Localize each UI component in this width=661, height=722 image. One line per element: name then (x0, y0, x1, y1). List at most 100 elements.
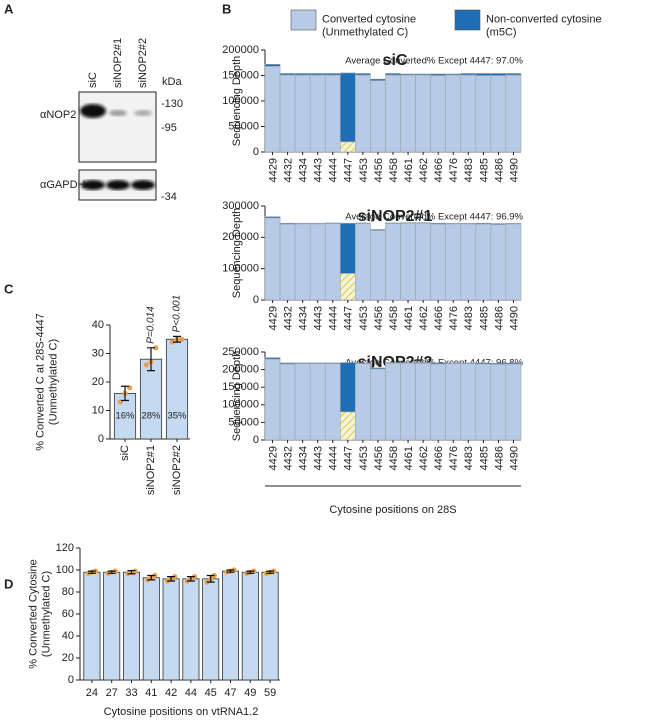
subplot-title: siC (383, 52, 408, 69)
bar (241, 571, 259, 681)
y-tick-label: 0 (98, 433, 104, 445)
bar-segment (264, 358, 281, 441)
y-tick-label: 150000 (222, 381, 259, 393)
y-tick-label: 80 (62, 586, 74, 598)
x-tick-label: 4429 (267, 446, 279, 470)
x-tick-label: 4429 (267, 306, 279, 330)
error-bar (127, 569, 136, 575)
y-tick-label: 20 (62, 652, 74, 664)
bar-segment (460, 74, 477, 153)
p-value: P=0.014 (146, 306, 157, 344)
x-tick-label: 4486 (493, 446, 505, 470)
x-tick-label: 27 (106, 687, 118, 699)
bar (221, 570, 240, 681)
x-tick-label: 4453 (358, 446, 370, 470)
bar-segment (294, 363, 311, 441)
bar-segment (309, 222, 326, 225)
x-tick-label: 42 (165, 687, 177, 699)
x-tick-label: 4485 (478, 158, 490, 182)
bar-segment (355, 222, 371, 224)
bar-segment (355, 362, 371, 364)
bar-segment (355, 363, 371, 441)
x-tick-label: 4458 (388, 446, 400, 470)
value-label: 16% (115, 411, 135, 422)
legend-label: Non-converted cytosine (m5C) (486, 13, 602, 38)
bar-segment (294, 73, 311, 76)
y-tick-label: 30 (92, 347, 104, 359)
bar-segment (339, 411, 356, 441)
panel-label: B (222, 1, 231, 16)
data-point (169, 339, 175, 345)
x-tick-label: 4486 (493, 158, 505, 182)
data-point (153, 345, 159, 351)
bar (142, 577, 160, 681)
error-bar (226, 569, 235, 573)
data-point (143, 362, 149, 368)
bar-segment (385, 362, 401, 364)
bar-segment (460, 223, 477, 301)
y-axis-label: % Converted C at 28S-4447(Unmethylated C… (34, 313, 59, 451)
bar-segment (355, 73, 371, 76)
bar-segment (475, 223, 492, 301)
x-tick-label: siNOP2#2 (171, 445, 183, 495)
y-axis-label: Sequencing Depth (231, 208, 243, 299)
unit-label: kDa (162, 76, 182, 88)
x-tick-label: 4476 (448, 306, 460, 330)
bar-segment (505, 363, 522, 441)
bar (202, 578, 220, 681)
x-tick-label: 4476 (448, 158, 460, 182)
bar-segment (385, 223, 401, 301)
x-tick-label: 4461 (403, 306, 415, 330)
y-tick-label: 0 (253, 434, 259, 446)
bar-segment (370, 229, 386, 231)
panel-label: A (4, 1, 14, 16)
panel-label: C (4, 281, 14, 296)
y-axis-label: Sequencing Depth (231, 56, 243, 147)
bar-segment (324, 362, 341, 364)
x-tick-label: 4447 (343, 446, 355, 470)
y-tick-label: 0 (253, 294, 259, 306)
bar (83, 571, 101, 681)
band (80, 104, 106, 118)
x-tick-label: 4456 (373, 158, 385, 182)
bar-segment (264, 216, 281, 219)
bar-segment (415, 362, 431, 364)
bar-segment (309, 74, 326, 153)
bar-segment (400, 74, 416, 153)
x-tick-label: 33 (125, 687, 137, 699)
x-tick-label: 4434 (298, 446, 310, 470)
x-tick-label: 4444 (328, 306, 340, 330)
bar-segment (400, 73, 416, 76)
x-tick-label: siC (119, 445, 131, 461)
x-tick-label: 4447 (343, 158, 355, 182)
y-tick-label: 100000 (222, 95, 259, 107)
bar-segment (505, 74, 522, 153)
error-bar (186, 576, 195, 582)
bar-segment (385, 222, 401, 224)
p-value: P<0.001 (172, 295, 183, 333)
x-tick-label: 4458 (388, 306, 400, 330)
subplot-title: siNOP2#1 (358, 208, 433, 225)
x-tick-label: 4453 (358, 306, 370, 330)
bar-segment (279, 73, 296, 76)
error-bar (266, 570, 275, 574)
bar-segment (445, 73, 462, 76)
bar-segment (324, 223, 341, 301)
error-bar (121, 385, 129, 402)
x-tick-label: 4432 (282, 306, 294, 330)
lane-label: siNOP2#2 (137, 38, 149, 88)
bar-segment (294, 362, 311, 364)
bar-segment (355, 74, 371, 153)
bar-segment (490, 364, 507, 441)
x-tick-label: 4466 (433, 306, 445, 330)
bar-segment (339, 141, 356, 153)
x-tick-label: 4444 (328, 446, 340, 470)
x-tick-label: 4432 (282, 446, 294, 470)
marker-label: -34 (161, 191, 177, 203)
bar-segment (430, 362, 447, 365)
bar-segment (324, 222, 341, 224)
bar-segment (370, 80, 386, 153)
y-tick-label: 60 (62, 608, 74, 620)
bar (182, 578, 200, 681)
bar-segment (324, 74, 341, 153)
